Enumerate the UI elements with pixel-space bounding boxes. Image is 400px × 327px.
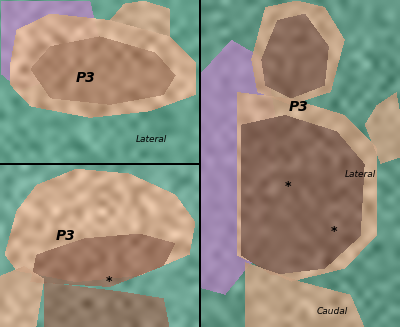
Text: *: * — [330, 225, 337, 238]
Text: *: * — [284, 180, 291, 193]
Text: Caudal: Caudal — [316, 307, 348, 316]
Text: Lateral: Lateral — [135, 135, 166, 144]
Text: P3: P3 — [76, 71, 95, 84]
Text: P3: P3 — [56, 229, 76, 243]
Text: Lateral: Lateral — [344, 170, 376, 179]
Text: P3: P3 — [288, 100, 308, 114]
Text: *: * — [106, 275, 112, 288]
